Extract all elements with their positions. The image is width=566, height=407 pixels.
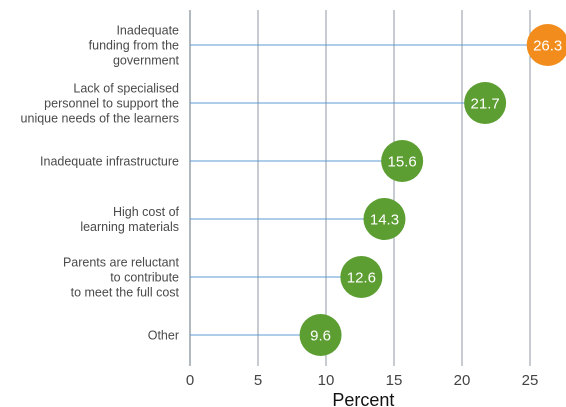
x-tick-label-0: 0 [186, 372, 194, 389]
category-label-5: Parents are reluctant to contribute to mee… [63, 256, 180, 300]
data-label-5: 12.6 [347, 270, 376, 287]
category-label-line: Inadequate infrastructure [40, 155, 179, 169]
category-label-4: High cost of learning materials [80, 205, 179, 234]
data-point-3 [381, 140, 424, 182]
category-label-1: Inadequate funding from the government [89, 24, 180, 68]
category-labels: Inadequate funding from the government Lack… [21, 24, 180, 343]
x-tick-label-5: 5 [254, 372, 262, 389]
data-label-3: 15.6 [388, 154, 417, 171]
x-tick-label-20: 20 [454, 372, 471, 389]
data-point-4 [363, 198, 406, 240]
data-points: 26.3 21.7 15.6 14.3 12.6 9.6 [299, 24, 566, 356]
category-label-line: Lack of specialised [73, 82, 179, 96]
x-tick-label-15: 15 [386, 372, 403, 389]
category-label-line: High cost of [113, 205, 180, 219]
category-label-6: Other [148, 329, 179, 343]
data-label-6: 9.6 [310, 328, 331, 345]
category-label-line: unique needs of the learners [21, 112, 179, 126]
data-point-2 [464, 82, 507, 124]
category-label-line: Inadequate [116, 24, 179, 38]
category-label-2: Lack of specialised personnel to support … [21, 82, 179, 126]
category-label-line: personnel to support the [44, 97, 179, 111]
category-label-line: to contribute [110, 271, 179, 285]
x-tick-label-10: 10 [318, 372, 335, 389]
grid-layer [189, 10, 531, 366]
category-label-line: government [113, 54, 180, 68]
category-label-3: Inadequate infrastructure [40, 155, 179, 169]
x-tick-labels: 0 5 10 15 20 25 [186, 372, 539, 389]
x-axis-title: Percent [332, 390, 394, 407]
stem-layer [190, 44, 548, 336]
data-label-4: 14.3 [370, 212, 399, 229]
data-label-1: 26.3 [533, 38, 562, 55]
data-point-5 [340, 256, 383, 298]
data-point-6 [299, 314, 342, 356]
category-label-line: learning materials [80, 220, 179, 234]
x-tick-label-25: 25 [522, 372, 539, 389]
data-label-2: 21.7 [471, 96, 500, 113]
category-label-line: funding from the [89, 39, 179, 53]
data-point-1 [526, 24, 566, 66]
category-label-line: to meet the full cost [71, 286, 180, 300]
category-label-line: Other [148, 329, 179, 343]
category-label-line: Parents are reluctant [63, 256, 180, 270]
